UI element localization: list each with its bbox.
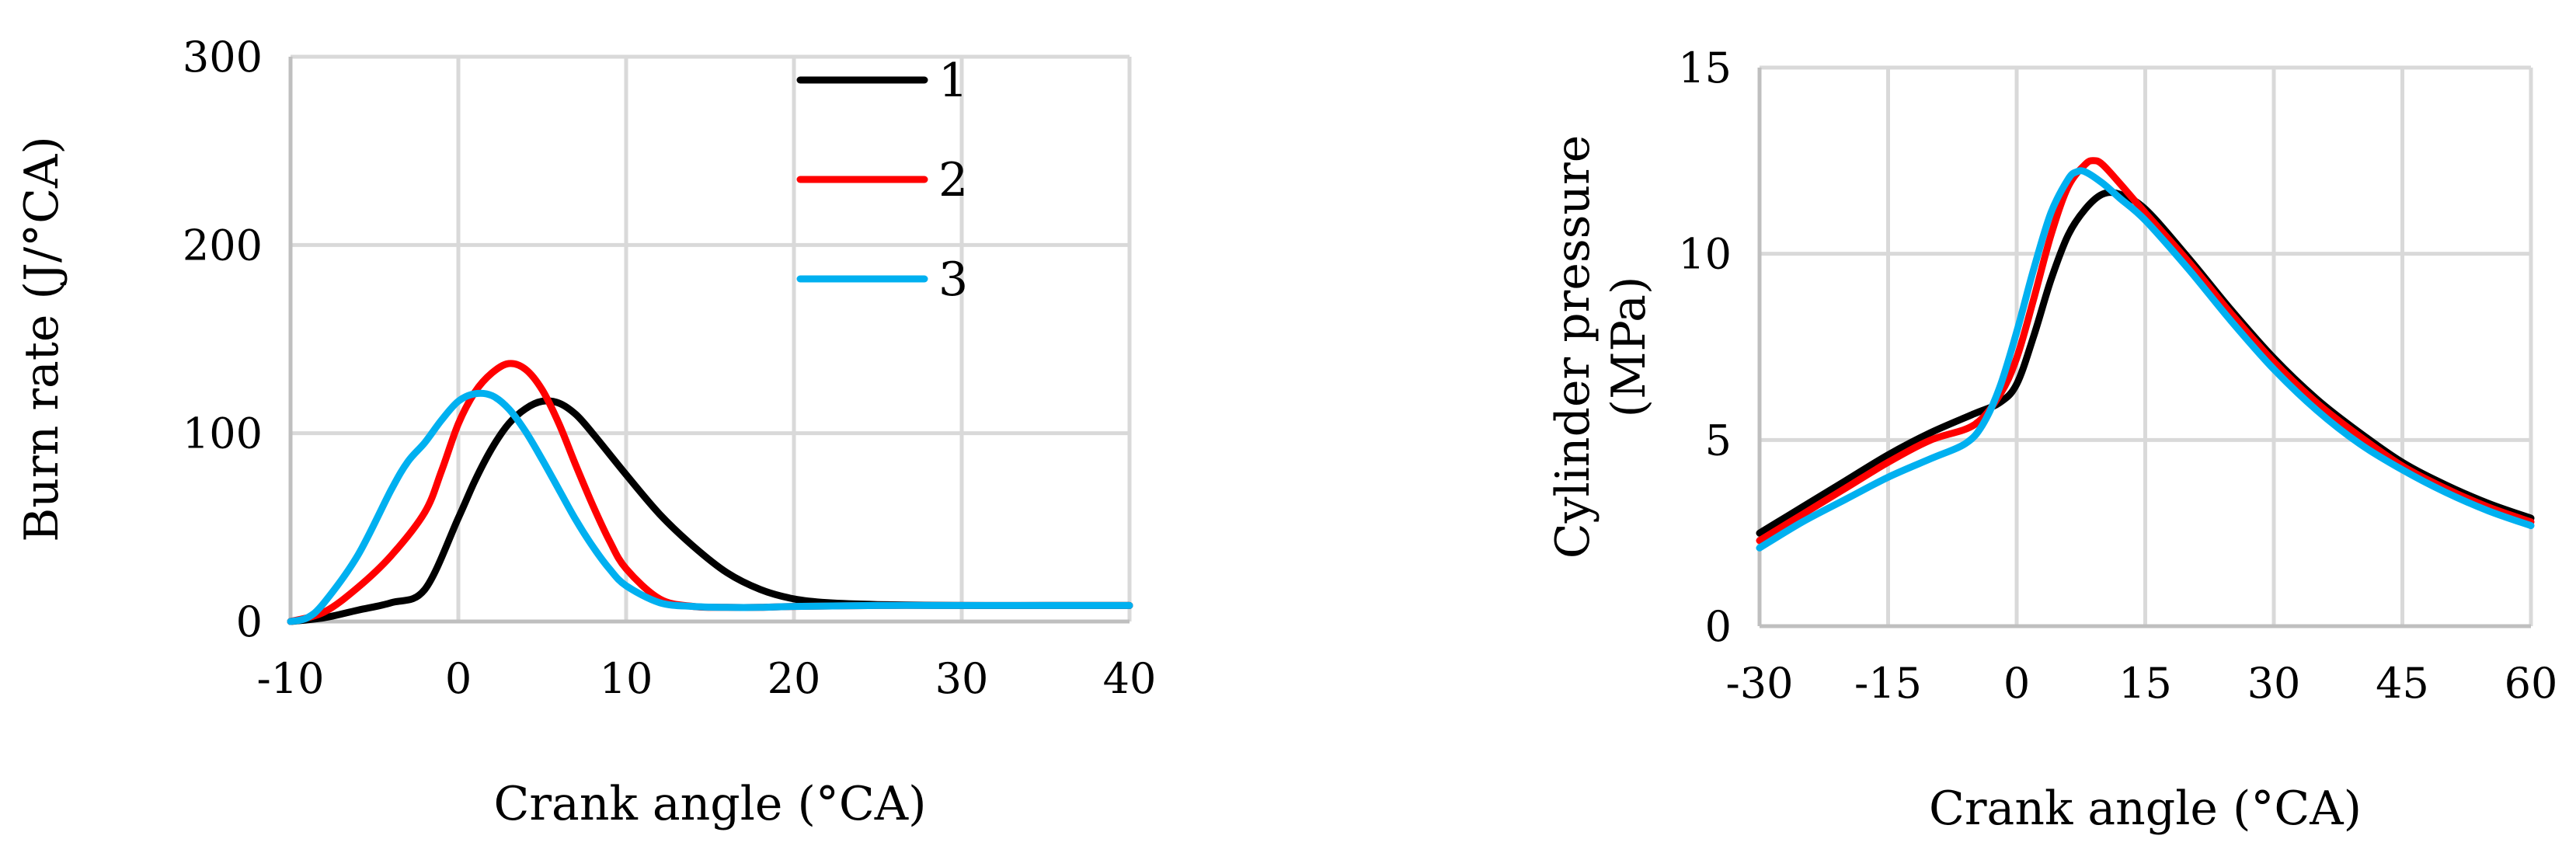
series-line-2: [1756, 157, 2535, 545]
y-axis-label: Cylinder pressure(MPa): [1546, 135, 1656, 559]
y-tick-label: 200: [183, 221, 263, 270]
legend-label-1: 1: [938, 54, 968, 108]
y-axis-label-line: (MPa): [1602, 277, 1656, 418]
x-tick-label: -30: [1726, 659, 1794, 708]
legend: 1 2 3: [796, 54, 968, 307]
x-tick-label: 15: [2118, 659, 2172, 708]
y-axis-label: Burn rate (J/°CA): [15, 136, 69, 542]
x-axis-label: Crank angle (°CA): [493, 777, 926, 831]
x-tick-label: 10: [600, 654, 653, 703]
x-axis-label: Crank angle (°CA): [1929, 782, 2362, 836]
y-tick-label: 15: [1678, 44, 1732, 92]
x-tick-label: 60: [2505, 659, 2558, 708]
x-tick-label: 45: [2376, 659, 2429, 708]
y-axis-label-line: Cylinder pressure: [1546, 135, 1600, 559]
y-tick-label: 0: [236, 597, 263, 646]
legend-label-3: 3: [938, 252, 968, 307]
x-tick-label: -15: [1854, 659, 1922, 708]
x-tick-label: 0: [445, 654, 472, 703]
y-tick-label: 0: [1705, 602, 1732, 651]
x-tick-label: 30: [2247, 659, 2301, 708]
x-tick-label: 20: [768, 654, 821, 703]
series-line-3: [287, 389, 1133, 625]
x-tick-label: 0: [2003, 659, 2030, 708]
y-tick-label: 10: [1678, 230, 1732, 279]
burn-rate-chart: -10 0 10 20 30 40 0 100 200 300 Crank angle (°CA) B…: [15, 33, 1156, 831]
x-tick-label: 30: [935, 654, 989, 703]
series-line-2: [287, 360, 1133, 625]
x-tick-label: 40: [1103, 654, 1157, 703]
x-tick-label: -10: [257, 654, 325, 703]
y-tick-label: 5: [1705, 416, 1732, 465]
y-tick-label: 100: [183, 409, 263, 458]
legend-label-2: 2: [938, 153, 968, 207]
y-tick-label: 300: [183, 33, 263, 82]
series-line-3: [1756, 167, 2535, 552]
cylinder-pressure-chart: -30 -15 0 15 30 45 60 0 5 10 15 Crank angle (°CA) Cy…: [1546, 44, 2557, 836]
